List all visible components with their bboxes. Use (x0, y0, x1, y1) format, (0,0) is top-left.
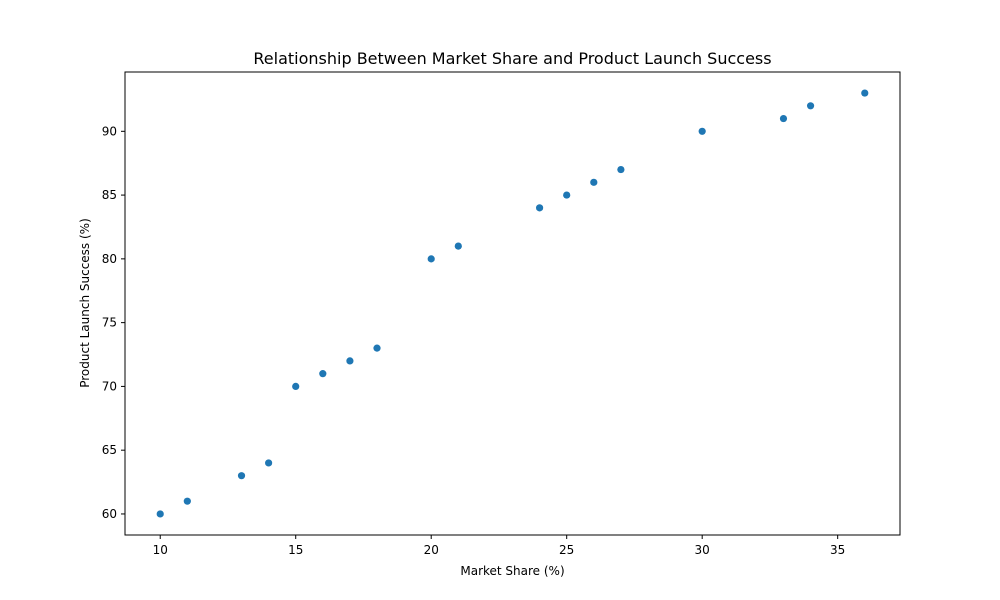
x-axis-label: Market Share (%) (460, 564, 564, 578)
data-point (237, 472, 246, 480)
data-point (265, 459, 273, 467)
data-point (617, 165, 625, 174)
x-tick-label: 20 (424, 543, 439, 557)
data-point (156, 510, 164, 518)
data-point (373, 344, 381, 352)
plot-area-frame (124, 71, 901, 536)
y-tick-label: 90 (102, 124, 117, 138)
data-point (535, 204, 544, 212)
y-tick-label: 70 (102, 379, 117, 393)
data-point (427, 255, 435, 263)
y-tick-label: 75 (102, 316, 117, 330)
x-tick-label: 25 (559, 543, 574, 557)
x-axis-ticks: 10 15 20 25 30 35 (153, 535, 845, 557)
data-point (319, 370, 327, 378)
data-point (861, 89, 869, 97)
y-axis-label: Product Launch Success (%) (78, 218, 92, 388)
data-point (292, 382, 300, 391)
data-point (183, 497, 191, 505)
data-point (806, 102, 815, 110)
x-tick-label: 35 (830, 543, 845, 557)
data-point (454, 242, 462, 250)
x-tick-label: 30 (695, 543, 710, 557)
x-tick-label: 15 (288, 543, 303, 557)
data-point (346, 357, 354, 365)
y-tick-label: 65 (102, 443, 117, 457)
data-point (698, 127, 706, 135)
data-point (590, 178, 598, 186)
y-axis-ticks: 60 65 70 75 80 85 90 (102, 124, 125, 521)
data-point (779, 114, 788, 123)
chart-title: Relationship Between Market Share and Pr… (253, 49, 771, 68)
data-point (563, 191, 571, 199)
y-tick-label: 80 (102, 252, 117, 266)
y-tick-label: 60 (102, 507, 117, 521)
x-tick-label: 10 (153, 543, 168, 557)
y-tick-label: 85 (102, 188, 117, 202)
data-points (156, 89, 869, 518)
